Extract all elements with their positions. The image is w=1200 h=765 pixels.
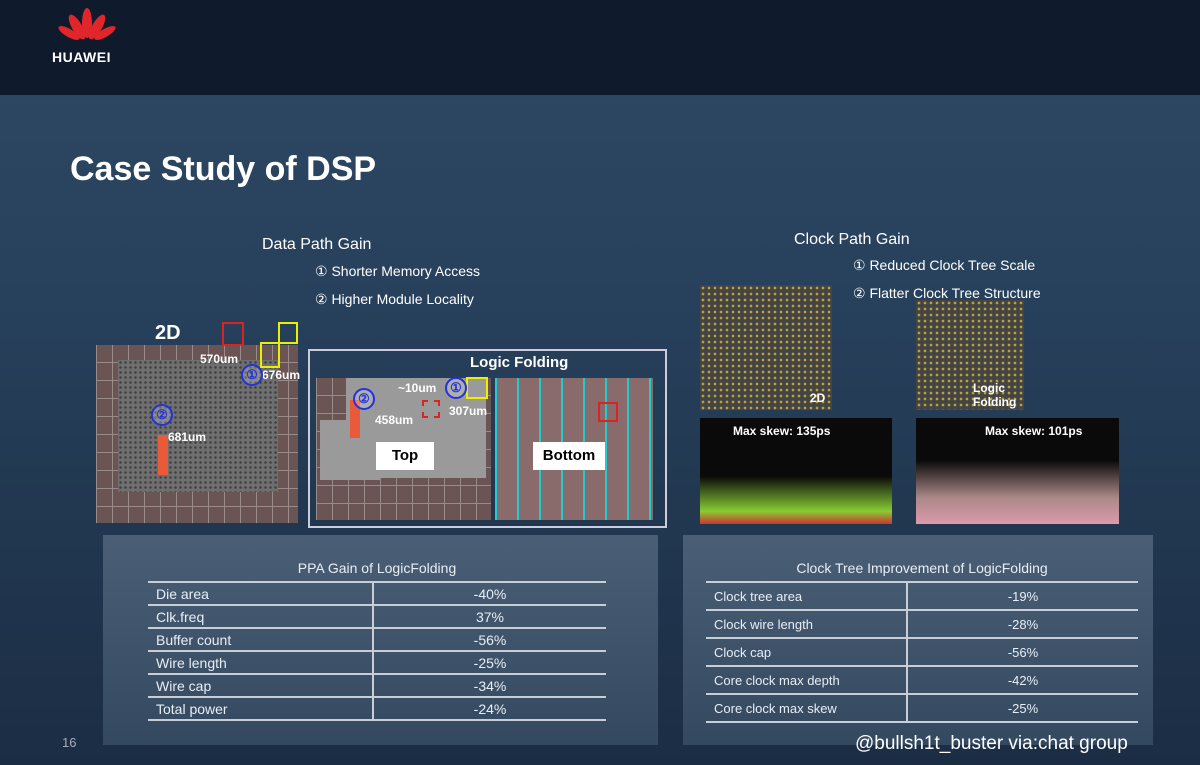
- folding-title: Logic Folding: [470, 354, 569, 371]
- cell-label: Total power: [148, 697, 373, 721]
- table-row: Core clock max skew -25%: [706, 694, 1138, 723]
- annotation: 570um: [200, 352, 239, 366]
- brand: HUAWEI: [52, 49, 111, 65]
- skew-label: Max skew: 101ps: [985, 424, 1083, 438]
- point: ① Reduced Clock Tree Scale: [853, 257, 1036, 273]
- marker: ②: [353, 388, 375, 410]
- marker-box: [466, 377, 488, 399]
- folding-frame: [308, 349, 667, 528]
- bottom-label: Bottom: [533, 442, 605, 470]
- table-row: Wire cap -34%: [148, 674, 606, 698]
- cell-label: Clock cap: [706, 638, 907, 667]
- marker: ②: [151, 404, 173, 426]
- label-2d: 2D: [155, 322, 181, 344]
- cell-label: Wire cap: [148, 674, 373, 698]
- annotation: 458um: [375, 413, 414, 427]
- image-label: Logic Folding: [973, 381, 1017, 409]
- cell-value: -24%: [372, 697, 606, 721]
- cell-label: Wire length: [148, 651, 373, 675]
- credit: @bullsh1t_buster via:chat group: [855, 733, 1128, 754]
- cell-label: Clock tree area: [706, 582, 907, 611]
- table-row: Clock tree area -19%: [706, 582, 1138, 611]
- cell-value: -25%: [906, 694, 1138, 723]
- table-row: Buffer count -56%: [148, 628, 606, 652]
- point: ① Shorter Memory Access: [315, 263, 481, 279]
- cell-value: -34%: [372, 674, 606, 698]
- skew-plot: [700, 418, 892, 524]
- cell-label: Core clock max depth: [706, 666, 907, 695]
- marker-box: [598, 402, 618, 422]
- logo-petals: [58, 8, 116, 40]
- marker: ①: [241, 364, 263, 386]
- table-row: Clk.freq 37%: [148, 605, 606, 629]
- header-bar: [0, 0, 1200, 95]
- marker-box: [422, 400, 440, 418]
- table-row: Clock wire length -28%: [706, 610, 1138, 639]
- marker-box: [278, 322, 298, 344]
- slide-title: Case Study of DSP: [70, 150, 377, 188]
- clock-tree-folding: [916, 300, 1024, 410]
- cell-label: Clk.freq: [148, 605, 373, 629]
- cell-label: Core clock max skew: [706, 694, 907, 723]
- cell-value: -42%: [906, 666, 1138, 695]
- marker: ①: [445, 377, 467, 399]
- cell-value: -56%: [906, 638, 1138, 667]
- point: ② Flatter Clock Tree Structure: [853, 285, 1041, 301]
- cell-value: -19%: [906, 582, 1138, 611]
- table-row: Total power -24%: [148, 697, 606, 721]
- annotation: 681um: [168, 430, 207, 444]
- cell-label: Clock wire length: [706, 610, 907, 639]
- hotspot: [350, 400, 360, 438]
- skew-label: Max skew: 135ps: [733, 424, 831, 438]
- cell-value: -40%: [372, 582, 606, 606]
- annotation: 676um: [262, 368, 301, 382]
- cell-label: Buffer count: [148, 628, 373, 652]
- skew-plot: [916, 418, 1119, 524]
- annotation: ~10um: [398, 381, 437, 395]
- clock-tree-2d: [700, 285, 832, 410]
- clock-table: Clock Tree Improvement of LogicFolding C…: [706, 555, 1138, 723]
- marker-box: [260, 342, 280, 368]
- heading: Clock Path Gain: [794, 231, 910, 248]
- page-number: 16: [62, 735, 77, 750]
- table-row: Wire length -25%: [148, 651, 606, 675]
- table-title: PPA Gain of LogicFolding: [148, 555, 606, 583]
- hotspot: [158, 435, 168, 475]
- image-label: 2D: [810, 391, 826, 405]
- cell-label: Die area: [148, 582, 373, 606]
- table-row: Die area -40%: [148, 582, 606, 606]
- cell-value: -56%: [372, 628, 606, 652]
- table-row: Core clock max depth -42%: [706, 666, 1138, 695]
- table-title: Clock Tree Improvement of LogicFolding: [706, 555, 1138, 583]
- marker-box: [222, 322, 244, 346]
- heading: Data Path Gain: [262, 236, 372, 253]
- table-row: Clock cap -56%: [706, 638, 1138, 667]
- cell-value: -28%: [906, 610, 1138, 639]
- point: ② Higher Module Locality: [315, 291, 474, 307]
- ppa-table: PPA Gain of LogicFolding Die area -40% Clk…: [148, 555, 606, 721]
- annotation: 307um: [449, 404, 488, 418]
- cell-value: 37%: [372, 605, 606, 629]
- top-label: Top: [376, 442, 434, 470]
- cell-value: -25%: [372, 651, 606, 675]
